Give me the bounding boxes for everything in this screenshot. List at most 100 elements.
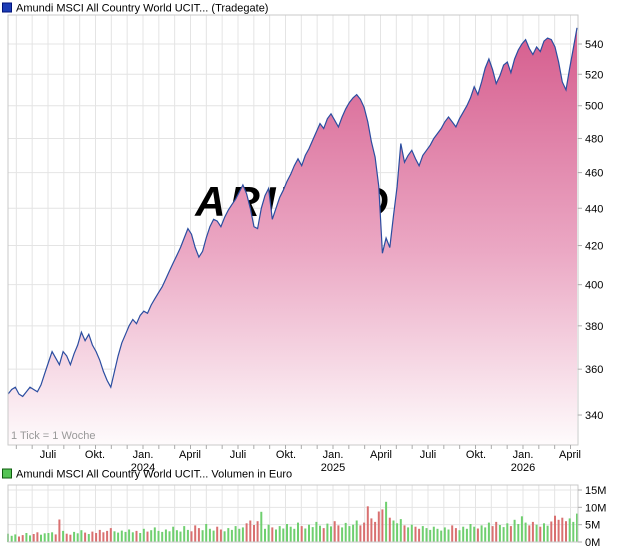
tick-note: 1 Tick = 1 Woche — [11, 430, 95, 442]
y-tick-label: 500 — [585, 101, 603, 113]
price-y-axis: 340 360 380 400 420 440 460 480 500 520 540 — [578, 39, 603, 422]
volume-bar — [410, 524, 413, 542]
volume-bar — [509, 526, 512, 542]
y-tick-label: 540 — [585, 39, 603, 51]
volume-bar — [21, 535, 24, 542]
x-tick-label: Okt. — [466, 449, 486, 461]
volume-bar — [539, 526, 542, 542]
volume-bar — [300, 526, 303, 542]
volume-bar — [348, 526, 351, 542]
volume-bar — [341, 527, 344, 542]
volume-bar — [271, 527, 274, 542]
volume-bar — [95, 533, 98, 542]
volume-bar — [520, 516, 523, 542]
volume-bar — [80, 530, 83, 542]
volume-bar — [465, 528, 468, 542]
volume-bar — [344, 522, 347, 542]
volume-bar — [535, 524, 538, 542]
volume-bar — [289, 526, 292, 542]
volume-bar — [561, 517, 564, 542]
volume-bar — [153, 527, 156, 542]
volume-bar — [506, 523, 509, 542]
volume-bar — [146, 531, 149, 542]
volume-bar — [54, 534, 57, 542]
volume-bar — [322, 528, 325, 542]
volume-bar — [550, 521, 553, 542]
volume-bar — [297, 522, 299, 542]
volume-bar — [282, 528, 285, 542]
volume-bar — [175, 530, 178, 542]
volume-bar — [18, 536, 20, 542]
volume-bar — [392, 520, 395, 542]
volume-bar — [469, 524, 472, 542]
volume-bar — [249, 520, 252, 542]
volume-bar — [29, 535, 31, 542]
x-tick-year-label: 2025 — [321, 462, 345, 474]
volume-bar — [502, 527, 505, 542]
volume-bar — [51, 532, 54, 542]
volume-bar — [315, 521, 318, 542]
volume-legend: Amundi MSCI All Country World UCIT... Vo… — [2, 468, 292, 481]
x-tick-label: Jan. — [513, 449, 534, 461]
volume-bar — [374, 521, 377, 542]
volume-grid — [8, 485, 578, 542]
price-line — [7, 27, 578, 398]
volume-bar — [219, 529, 222, 542]
price-panel: ARIVA.DE 3403603804004204404604805005205… — [7, 14, 603, 474]
volume-bar — [47, 533, 50, 542]
x-tick-label: April — [179, 449, 201, 461]
x-tick-year-label: 2024 — [131, 462, 155, 474]
x-tick-label: April — [370, 449, 392, 461]
volume-bar — [377, 511, 380, 542]
volume-bar — [150, 530, 153, 542]
volume-bar — [443, 527, 446, 542]
volume-bar — [168, 531, 171, 542]
volume-bar — [366, 506, 369, 542]
volume-bar — [190, 531, 193, 542]
y-tick-label: 420 — [585, 241, 603, 253]
volume-bar — [352, 524, 355, 542]
y-tick-label: 520 — [585, 69, 603, 81]
volume-bar — [212, 530, 215, 542]
volume-bar — [568, 518, 571, 542]
volume-bar — [418, 528, 421, 542]
volume-bar — [293, 528, 296, 542]
y-tick-label: 15M — [585, 485, 606, 497]
volume-bar — [186, 529, 189, 542]
x-tick-label: Jan. — [323, 449, 344, 461]
volume-bar — [370, 518, 373, 542]
volume-bar — [403, 525, 406, 542]
volume-bar — [36, 532, 39, 542]
volume-bar — [131, 532, 134, 542]
volume-bar — [572, 521, 575, 542]
x-tick-label: Jan. — [133, 449, 154, 461]
volume-bar — [201, 530, 204, 542]
volume-bar — [157, 530, 160, 542]
volume-bar — [102, 532, 105, 542]
volume-bar — [414, 526, 417, 542]
y-tick-label: 380 — [585, 321, 603, 333]
volume-bar — [517, 524, 520, 542]
volume-bar — [10, 535, 13, 542]
y-tick-label: 480 — [585, 133, 603, 145]
volume-bar — [91, 531, 94, 542]
volume-bar — [120, 530, 123, 542]
volume-bar — [278, 526, 281, 542]
y-tick-label: 340 — [585, 410, 603, 422]
volume-bar — [396, 523, 399, 542]
x-tick-label: Juli — [40, 449, 57, 461]
volume-bar — [43, 533, 46, 542]
volume-bar — [407, 527, 410, 542]
volume-bar — [319, 525, 321, 542]
volume-bar — [98, 529, 101, 542]
volume-bar — [355, 520, 358, 542]
volume-series-swatch-icon — [2, 468, 12, 479]
volume-bar — [124, 531, 127, 542]
volume-bar — [436, 528, 439, 542]
volume-bar — [264, 528, 266, 542]
volume-bar — [546, 525, 549, 542]
volume-panel: 0M 5M 10M 15M — [7, 484, 606, 546]
volume-bar — [117, 532, 120, 542]
volume-bar — [330, 526, 332, 542]
